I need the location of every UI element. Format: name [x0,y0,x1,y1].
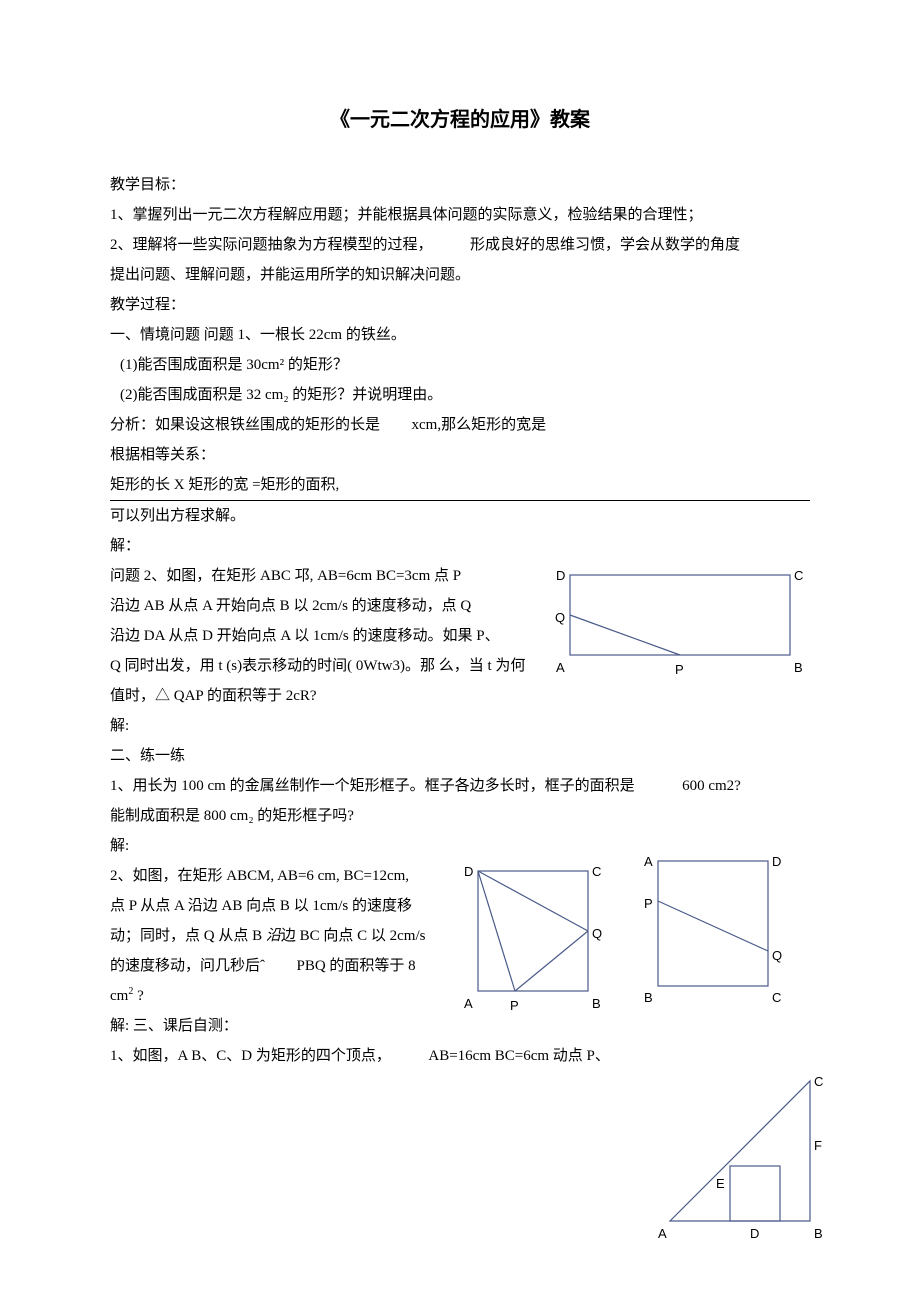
document-title: 《一元二次方程的应用》教案 [110,100,810,140]
fig4-label-A: A [658,1221,667,1247]
fig2-label-Q: Q [592,921,602,947]
text-line: 1、如图，A B、C、D 为矩形的四个顶点， AB=16cm BC=6cm 动点… [110,1041,810,1071]
fig3-label-A: A [644,849,653,875]
text-line: 1、掌握列出一元二次方程解应用题；并能根据具体问题的实际意义，检验结果的合理性； [110,200,810,230]
figure-2: D C Q A P B [460,861,610,1011]
figure-1: D C Q A P B [550,567,810,677]
text-line: 根据相等关系： [110,440,810,470]
content-block: 教学目标： 1、掌握列出一元二次方程解应用题；并能根据具体问题的实际意义，检验结… [110,170,810,1071]
text-span: 动；同时，点 Q 从点 B [110,928,266,944]
heading-practice: 二、练一练 [110,741,810,771]
text-line: 解： [110,531,810,561]
text-line: 沿边 AB 从点 A 开始向点 B 以 2cm/s 的速度移动，点 Q [110,591,550,621]
fig4-label-F: F [814,1133,822,1159]
fig2-label-A: A [464,991,473,1017]
text-line: 解: 三、课后自测： [110,1011,810,1041]
text-span: 边 BC 向点 C 以 2cm/s [281,928,426,944]
underline-row: 矩形的长 X 矩形的宽 =矩形的面积, [110,470,810,501]
figure-3-svg [640,851,790,1001]
text-line: 能制成面积是 800 cm₂ 的矩形框子吗? [110,801,810,831]
text-span: 1、如图，A B、C、D 为矩形的四个顶点， [110,1048,391,1064]
fig3-label-C: C [772,985,781,1011]
figure-4-svg [650,1071,830,1241]
text-span: PBQ 的面积等于 8 [297,958,416,974]
text-span: cm [110,988,128,1004]
text-span: 1、用长为 100 cm 的金属丝制作一个矩形框子。框子各边多长时，框子的面积是 [110,778,635,794]
fig3-label-D: D [772,849,781,875]
text-span: 矩形的长 X 矩形的宽 =矩形的面积, [110,470,339,500]
fig1-label-C: C [794,563,803,589]
text-line: 解: [110,711,810,741]
text-line: 2、如图，在矩形 ABCM, AB=6 cm, BC=12cm, [110,861,450,891]
text-line: 1、用长为 100 cm 的金属丝制作一个矩形框子。框子各边多长时，框子的面积是… [110,771,810,801]
figure-2-svg [460,861,610,1011]
figure-4: C F E A D B [650,1071,830,1241]
fig2-label-B: B [592,991,601,1017]
text-line: 问题 2、如图，在矩形 ABC 邛, AB=6cm BC=3cm 点 P [110,561,550,591]
fig4-label-E: E [716,1171,725,1197]
fig1-label-D: D [556,563,565,589]
text-span: 600 cm2? [682,778,741,794]
fig4-label-D: D [750,1221,759,1247]
page: 《一元二次方程的应用》教案 教学目标： 1、掌握列出一元二次方程解应用题；并能根… [0,0,920,1303]
text-span: 分析：如果设这根铁丝围成的矩形的长是 [110,417,380,433]
figure-3: A D P Q B C [640,851,790,1001]
text-line: cm2 ? [110,981,450,1011]
text-span: ? [133,988,143,1004]
text-line: 提出问题、理解问题，并能运用所学的知识解决问题。 [110,260,810,290]
text-line: 分析：如果设这根铁丝围成的矩形的长是 xcm,那么矩形的宽是 [110,410,810,440]
text-line: 可以列出方程求解。 [110,501,810,531]
fig1-label-A: A [556,655,565,681]
fig4-label-C: C [814,1069,823,1095]
text-span: AB=16cm BC=6cm 动点 P、 [428,1048,610,1064]
text-span: xcm,那么矩形的宽是 [412,417,547,433]
fig4-label-B: B [814,1221,823,1247]
fig1-label-Q: Q [555,605,565,631]
text-span: 形成良好的思维习惯，学会从数学的角度 [470,237,740,253]
heading-goals: 教学目标： [110,170,810,200]
text-span: 的速度移动，问几秒后ˆ [110,958,265,974]
text-span: 2、理解将一些实际问题抽象为方程模型的过程， [110,237,433,253]
text-line: (1)能否围成面积是 30cm² 的矩形？ [110,350,810,380]
text-line: 点 P 从点 A 沿边 AB 向点 B 以 1cm/s 的速度移 [110,891,450,921]
text-line: 一、情境问题 问题 1、一根长 22cm 的铁丝。 [110,320,810,350]
text-line: 2、理解将一些实际问题抽象为方程模型的过程， 形成良好的思维习惯，学会从数学的角… [110,230,810,260]
fig1-label-B: B [794,655,803,681]
fig3-label-P: P [644,891,653,917]
text-line: (2)能否围成面积是 32 cm₂ 的矩形？并说明理由。 [110,380,810,410]
problem-ex2-block: 2、如图，在矩形 ABCM, AB=6 cm, BC=12cm, 点 P 从点 … [110,861,810,1011]
fig3-label-B: B [644,985,653,1011]
text-line: Q 同时出发，用 t (s)表示移动的时间( 0Wtw3)。那 么，当 t 为何 [110,651,550,681]
text-line: 沿边 DA 从点 D 开始向点 A 以 1cm/s 的速度移动。如果 P、 [110,621,550,651]
fig3-label-Q: Q [772,943,782,969]
fig2-label-C: C [592,859,601,885]
heading-process: 教学过程： [110,290,810,320]
text-line: 的速度移动，问几秒后ˆ PBQ 的面积等于 8 [110,951,450,981]
fig2-label-D: D [464,859,473,885]
fig2-label-P: P [510,993,519,1019]
text-line: 值时，△ QAP 的面积等于 2cR? [110,681,810,711]
text-line: 动；同时，点 Q 从点 B 沿边 BC 向点 C 以 2cm/s [110,921,450,951]
fig1-label-P: P [675,657,684,683]
problem2-block: 问题 2、如图，在矩形 ABC 邛, AB=6cm BC=3cm 点 P 沿边 … [110,561,810,681]
